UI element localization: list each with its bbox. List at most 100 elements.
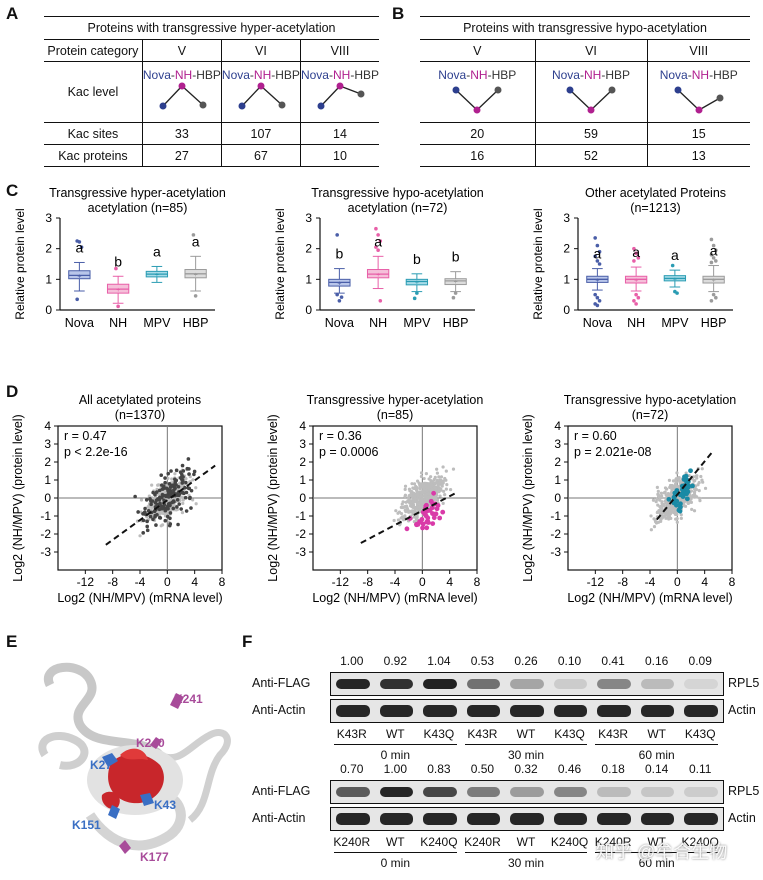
- table-a-kac-proteins-value: 67: [220, 144, 301, 167]
- blot-band-flag: [379, 679, 414, 689]
- scatter-point-highlight: [167, 482, 172, 486]
- x-tick-label: -12: [332, 575, 350, 589]
- scatter-point-background: [194, 486, 198, 490]
- scatter-point-highlight: [164, 486, 169, 491]
- scatter-point-highlight: [180, 463, 185, 468]
- lane-label: K43R: [336, 727, 367, 741]
- scatter-point-highlight: [183, 485, 187, 490]
- x-tick-label: HBP: [443, 316, 469, 330]
- panel-label-d: D: [6, 382, 19, 401]
- scatter-point-highlight: [188, 495, 192, 500]
- blot-band-actin: [640, 705, 675, 717]
- x-tick-label: MPV: [143, 316, 171, 330]
- scatter-point-background: [655, 497, 659, 502]
- scatter-point-background: [401, 500, 405, 504]
- scatter-point-background: [445, 483, 449, 487]
- band-intensity-value: 0.83: [427, 762, 451, 776]
- kac-level-label: Nova-NH-HBP: [300, 68, 379, 82]
- scatter-point-background: [663, 490, 667, 494]
- y-tick-label: 1: [554, 473, 561, 487]
- box-plot-hyper: Transgressive hyper-acetylationacetylati…: [13, 186, 226, 330]
- table-b-cat: V: [420, 39, 535, 62]
- lane-label: WT: [516, 835, 536, 849]
- outlier-point: [636, 256, 641, 260]
- scatter-point-highlight: [187, 486, 192, 491]
- y-tick-label: 0: [305, 303, 312, 317]
- blot-band-flag: [510, 787, 544, 797]
- western-blot-k240: 0.70 1.00 0.83 0.50 0.32 0.46 0.18 0.14 0.11 Anti…: [0, 762, 763, 880]
- table-b-kac-sites-value: 20: [420, 122, 535, 145]
- scatter-point-highlight: [148, 497, 152, 501]
- scatter-point-background: [420, 482, 425, 487]
- lane-label: K43Q: [554, 727, 585, 741]
- scatter-point-highlight: [163, 480, 167, 485]
- scatter-point-highlight: [431, 490, 437, 496]
- scatter-point-background: [692, 490, 697, 494]
- table-a-kac-level-label: Kac level: [44, 61, 143, 123]
- scatter-point-background: [700, 478, 704, 482]
- scatter-point-highlight: [154, 490, 159, 494]
- scatter-point-background: [439, 475, 444, 479]
- scatter-point-background: [394, 509, 398, 513]
- x-tick-label: 0: [674, 575, 681, 589]
- scatter-point-background: [437, 490, 441, 494]
- outlier-point: [714, 295, 718, 300]
- scatter-point-highlight: [145, 524, 150, 529]
- residue-label-k43: K43: [154, 798, 176, 812]
- y-tick-label: -2: [295, 527, 306, 541]
- scatter-point-background: [673, 511, 677, 515]
- scatter-point-background: [411, 486, 415, 490]
- outlier-point: [595, 243, 600, 248]
- kac-level-cell: Nova-NH-HBP: [141, 61, 222, 123]
- scatter-point-background: [440, 482, 444, 486]
- lane-label: WT: [385, 835, 405, 849]
- outlier-point: [597, 262, 602, 266]
- band-intensity-value: 0.92: [383, 654, 407, 668]
- outlier-point: [709, 299, 714, 303]
- scatter-point-background: [441, 465, 445, 469]
- band-intensity-value: 0.41: [601, 654, 625, 668]
- y-tick-label: 3: [563, 211, 570, 225]
- outlier-point: [709, 260, 714, 265]
- scatter-point-highlight: [151, 490, 155, 495]
- box-plots-panel: Transgressive hyper-acetylationacetylati…: [13, 186, 733, 330]
- watermark: 知乎 @牟合生物: [596, 842, 728, 862]
- scatter-point-highlight: [149, 502, 153, 507]
- scatter-point-highlight: [424, 525, 430, 531]
- table-a-kac-sites-value: 33: [141, 122, 222, 145]
- scatter-point-background: [415, 491, 420, 495]
- scatter-point-highlight: [168, 492, 173, 496]
- scatter-point-highlight: [157, 488, 162, 493]
- outlier-point: [595, 259, 600, 263]
- kac-level-cell: Nova-NH-HBP: [420, 61, 535, 123]
- blot-band-actin: [336, 813, 370, 825]
- band-intensity-value: 0.53: [470, 654, 495, 668]
- outlier-point: [116, 304, 120, 309]
- significance-letter: a: [192, 233, 200, 249]
- scatter-point-highlight: [165, 505, 170, 510]
- scatter-point-highlight: [160, 507, 164, 511]
- lane-label: K43R: [598, 727, 629, 741]
- significance-letter: a: [710, 243, 718, 259]
- kac-level-cell: Nova-NH-HBP: [220, 61, 301, 123]
- scatter-point-highlight: [678, 504, 683, 510]
- table-a-kac-sites-value: 107: [220, 122, 301, 145]
- blot-band-flag: [553, 679, 588, 689]
- scatter-point-highlight: [174, 468, 179, 473]
- outlier-point: [451, 295, 456, 300]
- chart-title: Transgressive hyper-acetylation: [49, 186, 226, 200]
- outlier-point: [634, 292, 638, 297]
- outlier-point: [711, 292, 716, 297]
- scatter-point-background: [654, 521, 659, 525]
- x-tick-label: -4: [645, 575, 656, 589]
- outlier-point: [636, 295, 641, 300]
- scatter-point-highlight: [180, 478, 185, 483]
- outlier-point: [376, 248, 380, 252]
- scatter-point-background: [649, 528, 653, 532]
- scatter-point-highlight: [440, 509, 446, 515]
- scatter-point-background: [163, 511, 167, 515]
- blot-band-flag: [336, 679, 370, 689]
- scatter-point-highlight: [168, 516, 172, 521]
- scatter-point-background: [659, 506, 663, 510]
- scatter-plot-hypo: Transgressive hypo-acetylation(n=72) r = …: [521, 393, 736, 605]
